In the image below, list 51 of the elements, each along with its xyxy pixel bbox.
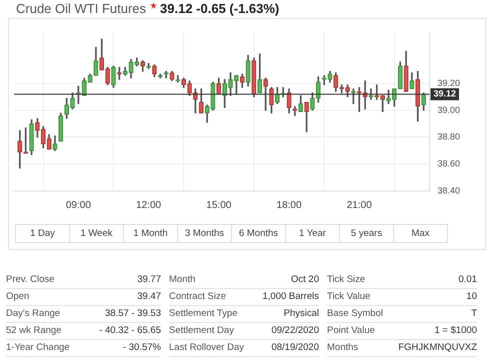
text: - 30.57% xyxy=(122,341,161,355)
text: Open xyxy=(6,290,30,304)
text: 1 Week xyxy=(69,225,123,242)
text: 52 wk Range xyxy=(6,324,62,338)
chart-title: Crude Oil WTI Futures xyxy=(16,1,146,16)
text: FGHJKMNQUVXZ xyxy=(398,341,477,355)
text: 09/22/2020 xyxy=(271,324,319,338)
text: Prev. Close xyxy=(6,273,54,287)
text: Settlement Day xyxy=(169,324,234,338)
x-tick-label: 15:00 xyxy=(206,200,232,211)
text: - 40.32 - 65.65 xyxy=(99,324,161,338)
text: Settlement Type xyxy=(169,307,238,321)
text: 10 xyxy=(466,290,477,304)
text: 39.47 xyxy=(137,290,161,304)
ref-line-label: 39.12 xyxy=(433,88,456,99)
chart-subtitle: 39.12 -0.65 (-1.63%) xyxy=(160,1,280,16)
text: 6 Months xyxy=(231,225,285,242)
text: Months xyxy=(327,341,358,355)
text: 1 Day xyxy=(29,227,56,241)
text: Oct 20 xyxy=(291,273,319,287)
text: Tick Size xyxy=(327,273,366,287)
text: 1 Year xyxy=(285,225,339,242)
text: Month xyxy=(169,273,196,287)
y-tick-label: 39.00 xyxy=(437,104,460,115)
text: Base Symbol xyxy=(327,307,383,321)
text: 0.01 xyxy=(458,273,477,287)
text: Contract Size xyxy=(169,290,226,304)
x-tick-label: 09:00 xyxy=(66,200,92,211)
text: 1-Year Change xyxy=(6,341,70,355)
text: 08/19/2020 xyxy=(271,341,319,355)
text: 39.77 xyxy=(137,273,161,287)
y-tick-label: 38.80 xyxy=(437,132,460,142)
text: 3 Months xyxy=(177,225,231,242)
y-tick-label: 39.20 xyxy=(437,78,460,88)
y-tick-label: 38.60 xyxy=(437,158,460,169)
text: Tick Value xyxy=(327,290,370,304)
text: 5 years xyxy=(339,225,393,242)
text: 1 Month xyxy=(123,225,177,242)
text: Point Value xyxy=(327,324,375,338)
text: Day's Range xyxy=(6,307,60,321)
text: Physical xyxy=(284,307,319,321)
x-tick-label: 18:00 xyxy=(276,200,302,211)
text: Max xyxy=(393,225,447,242)
text: 38.57 - 39.53 xyxy=(105,307,161,321)
y-tick-label: 38.40 xyxy=(437,185,460,196)
text: 1,000 Barrels xyxy=(262,290,319,304)
x-tick-label: 21:00 xyxy=(346,200,372,211)
x-tick-label: 12:00 xyxy=(136,200,162,211)
text: Last Rollover Day xyxy=(169,341,244,355)
text: T xyxy=(471,307,477,321)
text: 1 = $1000 xyxy=(434,324,477,338)
